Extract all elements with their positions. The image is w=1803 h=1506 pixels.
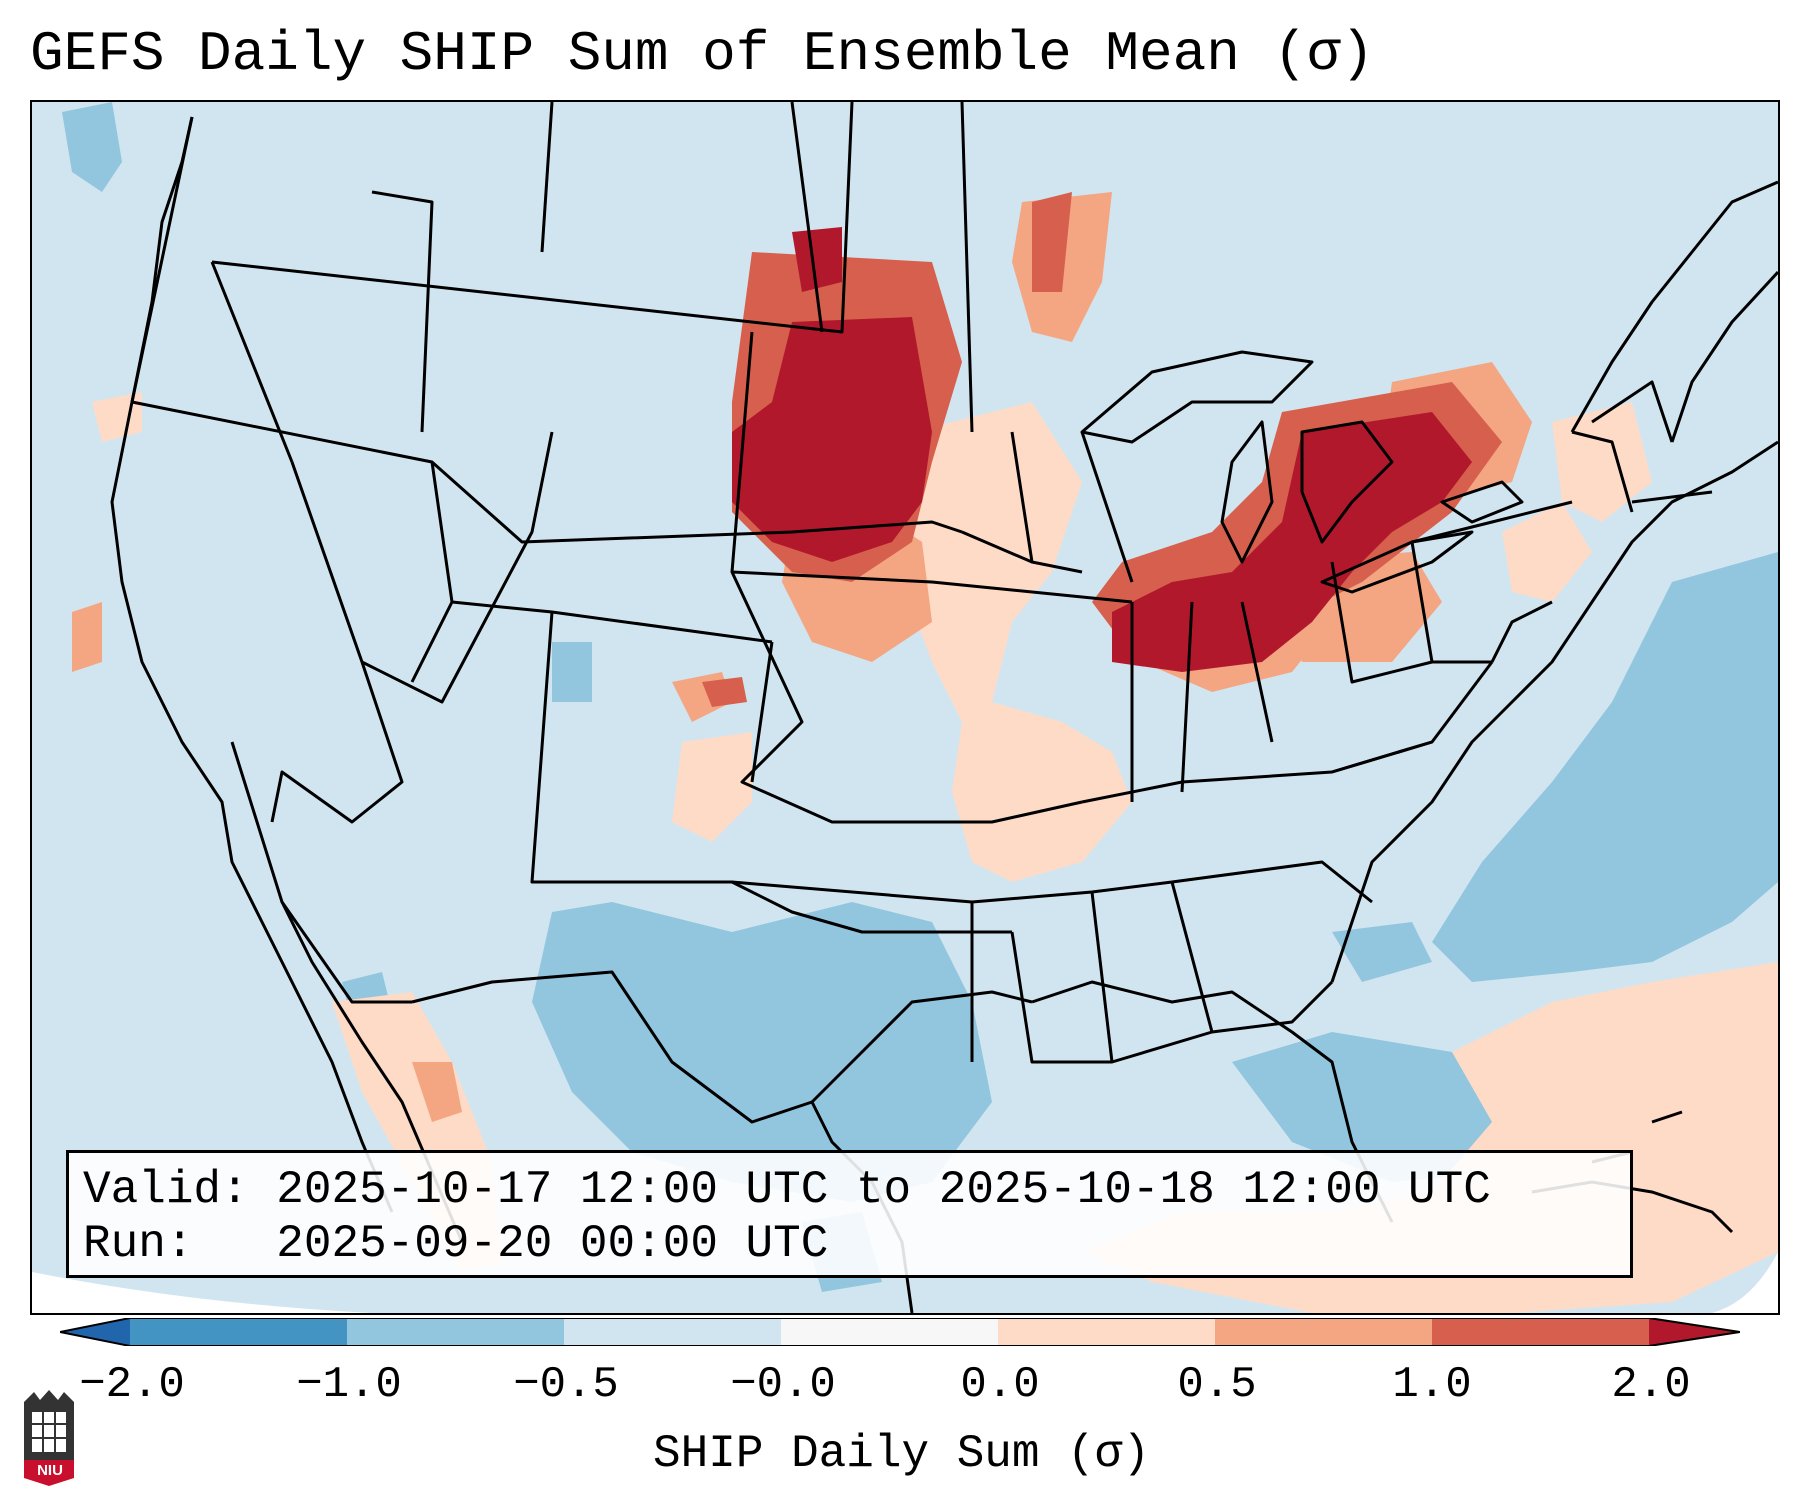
colorbar-extend-low (60, 1318, 130, 1346)
great-lakes (1080, 350, 1524, 594)
map-panel (30, 100, 1780, 1315)
state-boundaries (130, 102, 1713, 1124)
run-value: 2025-09-20 00:00 UTC (276, 1218, 829, 1270)
anomaly-map (32, 102, 1778, 1313)
run-info-box: Valid: 2025-10-17 12:00 UTC to 2025-10-1… (66, 1150, 1633, 1278)
valid-value: 2025-10-17 12:00 UTC to 2025-10-18 12:00… (276, 1164, 1491, 1216)
valid-label: Valid: (83, 1164, 249, 1216)
colorbar-tick-label: −2.0 (79, 1360, 185, 1410)
map-title: GEFS Daily SHIP Sum of Ensemble Mean (σ) (30, 22, 1375, 86)
colorbar-tick-label: 2.0 (1611, 1360, 1691, 1410)
colorbar-bin-3 (564, 1318, 781, 1346)
run-label: Run: (83, 1218, 194, 1270)
niu-logo (24, 1390, 74, 1486)
colorbar (60, 1318, 1740, 1346)
colorbar-bin-4 (781, 1318, 998, 1346)
colorbar-tick-label: 1.0 (1392, 1360, 1472, 1410)
projection-edge-right (1712, 1252, 1778, 1313)
very-strong-positive-patches (732, 227, 1472, 672)
colorbar-tick-label: −0.5 (513, 1360, 619, 1410)
colorbar-bin-1 (130, 1318, 347, 1346)
colorbar-extend-high (1649, 1318, 1740, 1346)
colorbar-tick-label: −1.0 (296, 1360, 402, 1410)
colorbar-tick-label: 0.5 (1177, 1360, 1257, 1410)
niu-logo-text: NIU (37, 1462, 63, 1479)
colorbar-tick-label: 0.0 (960, 1360, 1040, 1410)
colorbar-tick-label: −0.0 (730, 1360, 836, 1410)
colorbar-bin-2 (347, 1318, 564, 1346)
colorbar-label: SHIP Daily Sum (σ) (653, 1428, 1150, 1480)
colorbar-bin-7 (1432, 1318, 1649, 1346)
colorbar-bin-5 (998, 1318, 1215, 1346)
projection-edge (32, 1272, 732, 1313)
colorbar-bin-6 (1215, 1318, 1432, 1346)
